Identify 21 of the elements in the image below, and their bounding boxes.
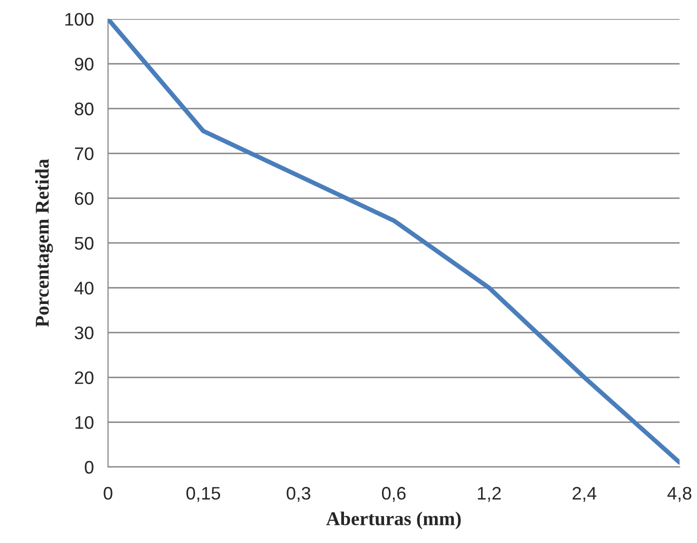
x-tick-label: 0,15	[186, 486, 220, 502]
x-tick-label: 1,2	[478, 486, 501, 502]
y-axis-title: Porcentagem Retida	[35, 158, 53, 327]
y-tick-label: 90	[74, 58, 94, 71]
x-tick-label: 0,3	[286, 486, 310, 502]
y-tick-label: 10	[75, 416, 94, 429]
line-series	[108, 19, 680, 465]
y-tick-label: 20	[74, 371, 94, 384]
y-tick-label: 80	[74, 102, 94, 116]
y-tick-label: 60	[74, 192, 94, 205]
x-tick-label: 0	[104, 486, 112, 500]
x-tick-label: 4,8	[667, 486, 692, 502]
x-tick-label: 2,4	[572, 486, 596, 502]
y-tick-label: 40	[74, 282, 94, 295]
x-axis-title: Aberturas (mm)	[326, 512, 461, 530]
y-tick-label: 100	[65, 12, 94, 26]
y-tick-label: 50	[74, 236, 94, 250]
x-tick-label: 0,6	[382, 486, 406, 502]
y-tick-label: 30	[74, 326, 94, 340]
y-tick-label: 0	[84, 460, 94, 474]
y-tick-label: 70	[74, 147, 94, 160]
